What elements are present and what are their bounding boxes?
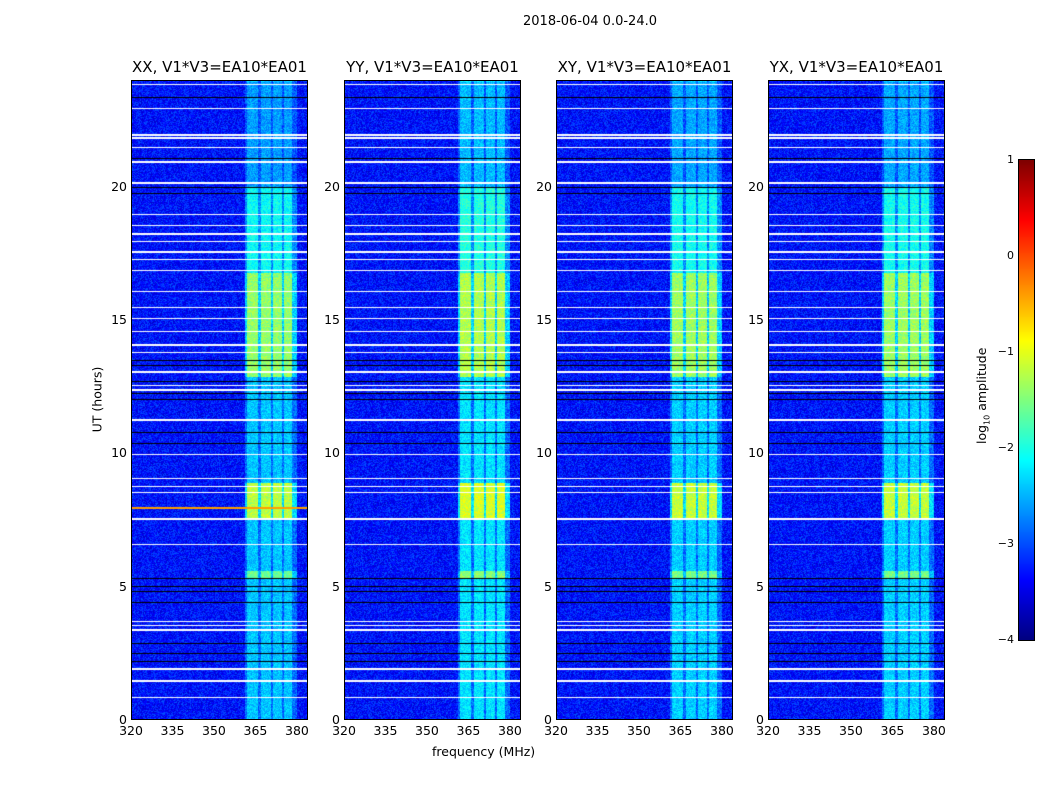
y-tick-label: 20 bbox=[536, 178, 552, 194]
y-tick-label: 0 bbox=[544, 712, 552, 727]
x-tick-label: 350 bbox=[415, 723, 439, 738]
panel-title: YX, V1*V3=EA10*EA01 bbox=[769, 58, 944, 76]
y-tick-label: 15 bbox=[111, 312, 127, 327]
x-tick-label: 350 bbox=[839, 723, 863, 738]
x-tick-label: 365 bbox=[880, 723, 905, 738]
y-tick-label: 0 bbox=[756, 712, 764, 727]
panel-title: XY, V1*V3=EA10*EA01 bbox=[557, 58, 732, 76]
y-tick-label: 10 bbox=[536, 445, 552, 461]
colorbar-tick-label: 0 bbox=[1007, 249, 1014, 262]
y-tick-label: 15 bbox=[324, 312, 340, 327]
y-tick-label: 0 bbox=[119, 712, 127, 727]
x-tick-label: 335 bbox=[373, 723, 398, 738]
x-tick-label: 380 bbox=[710, 723, 734, 738]
y-tick-label: 20 bbox=[111, 178, 127, 194]
colorbar-tick-label: −1 bbox=[997, 345, 1014, 358]
colorbar-tick-label: −3 bbox=[997, 537, 1014, 550]
x-tick-label: 335 bbox=[585, 723, 610, 738]
heatmap-panel bbox=[768, 80, 945, 720]
x-tick-label: 350 bbox=[627, 723, 651, 738]
y-tick-label: 10 bbox=[324, 445, 340, 461]
y-tick-label: 0 bbox=[332, 712, 340, 727]
y-tick-label: 20 bbox=[324, 178, 340, 194]
y-tick-label: 5 bbox=[756, 578, 764, 594]
heatmap-panel bbox=[556, 80, 733, 720]
x-tick-label: 365 bbox=[456, 723, 481, 738]
colorbar-label-log: log bbox=[974, 424, 989, 444]
x-tick-label: 320 bbox=[756, 723, 780, 738]
y-axis-label: UT (hours) bbox=[89, 366, 105, 433]
figure-title: 2018-06-04 0.0-24.0 bbox=[523, 14, 657, 29]
x-tick-label: 335 bbox=[160, 723, 185, 738]
heatmap-image bbox=[557, 81, 732, 719]
colorbar-label: log10 amplitude bbox=[974, 348, 992, 444]
heatmap-panel bbox=[344, 80, 521, 720]
heatmap-image bbox=[345, 81, 520, 719]
colorbar-label-amplitude: amplitude bbox=[974, 347, 989, 415]
x-tick-label: 380 bbox=[922, 723, 946, 738]
colorbar-gradient bbox=[1019, 160, 1034, 640]
panel-title: YY, V1*V3=EA10*EA01 bbox=[346, 58, 519, 76]
y-tick-label: 5 bbox=[332, 578, 340, 594]
x-axis-label: frequency (MHz) bbox=[432, 744, 536, 759]
x-tick-label: 380 bbox=[285, 723, 309, 738]
x-tick-label: 320 bbox=[332, 723, 356, 738]
y-tick-label: 10 bbox=[111, 445, 127, 461]
colorbar-tick-label: −4 bbox=[997, 633, 1014, 646]
panel-title: XX, V1*V3=EA10*EA01 bbox=[132, 58, 307, 76]
colorbar-label-base: 10 bbox=[982, 414, 992, 425]
heatmap-image bbox=[132, 81, 307, 719]
heatmap-image bbox=[769, 81, 944, 719]
y-tick-label: 20 bbox=[748, 178, 764, 194]
y-tick-label: 5 bbox=[544, 578, 552, 594]
y-tick-label: 5 bbox=[119, 578, 127, 594]
y-tick-label: 15 bbox=[536, 312, 552, 327]
colorbar-tick-label: 1 bbox=[1007, 153, 1014, 166]
y-tick-label: 15 bbox=[748, 312, 764, 327]
colorbar-tick-label: −2 bbox=[997, 441, 1014, 454]
x-tick-label: 350 bbox=[202, 723, 226, 738]
x-tick-label: 335 bbox=[797, 723, 822, 738]
x-tick-label: 380 bbox=[498, 723, 522, 738]
y-tick-label: 10 bbox=[748, 445, 764, 461]
x-tick-label: 320 bbox=[119, 723, 143, 738]
x-tick-label: 320 bbox=[544, 723, 568, 738]
heatmap-panel bbox=[131, 80, 308, 720]
colorbar bbox=[1018, 159, 1035, 641]
x-tick-label: 365 bbox=[668, 723, 693, 738]
x-tick-label: 365 bbox=[243, 723, 268, 738]
